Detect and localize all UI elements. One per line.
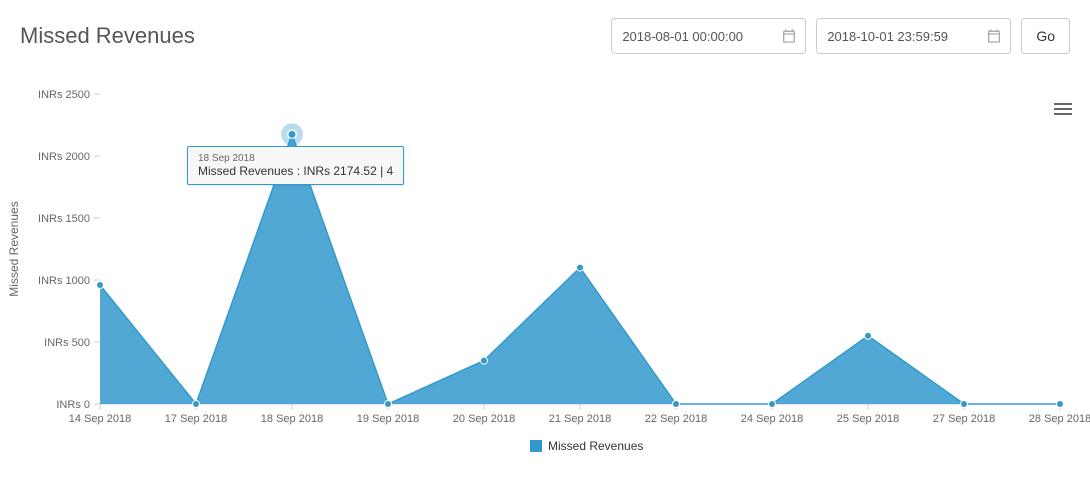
data-point[interactable] [961, 401, 968, 408]
chart-tooltip: 18 Sep 2018 Missed Revenues : INRs 2174.… [187, 146, 404, 185]
date-to-value: 2018-10-01 23:59:59 [827, 29, 948, 44]
data-point[interactable] [385, 401, 392, 408]
date-from-value: 2018-08-01 00:00:00 [622, 29, 743, 44]
x-tick-label: 25 Sep 2018 [837, 413, 899, 425]
y-tick-label: INRs 1000 [38, 275, 90, 287]
x-tick-label: 24 Sep 2018 [741, 413, 803, 425]
tooltip-value: Missed Revenues : INRs 2174.52 | 4 [198, 164, 393, 178]
data-point[interactable] [673, 401, 680, 408]
calendar-icon [781, 28, 797, 44]
x-tick-label: 18 Sep 2018 [261, 413, 323, 425]
missed-revenues-chart: INRs 0 INRs 500 INRs 1000 INRs 1500 INRs 200… [0, 64, 1090, 464]
y-tick-label: INRs 2500 [38, 89, 90, 101]
chart-menu-icon[interactable] [1054, 100, 1072, 118]
tooltip-date: 18 Sep 2018 [198, 153, 393, 164]
calendar-icon [986, 28, 1002, 44]
y-tick-label: INRs 500 [44, 337, 90, 349]
x-tick-label: 17 Sep 2018 [165, 413, 227, 425]
legend-swatch [530, 440, 542, 452]
date-range-controls: 2018-08-01 00:00:00 2018-10-01 23:59:59 … [611, 18, 1070, 54]
y-tick-label: INRs 2000 [38, 151, 90, 163]
x-tick-label: 14 Sep 2018 [69, 413, 131, 425]
data-point[interactable] [769, 401, 776, 408]
date-to-input[interactable]: 2018-10-01 23:59:59 [816, 18, 1011, 54]
y-tick-label: INRs 1500 [38, 213, 90, 225]
y-tick-label: INRs 0 [56, 399, 90, 411]
data-point[interactable] [577, 264, 584, 271]
data-point[interactable] [97, 281, 104, 288]
x-tick-label: 27 Sep 2018 [933, 413, 995, 425]
go-button[interactable]: Go [1021, 18, 1070, 54]
page-title: Missed Revenues [20, 23, 195, 49]
legend-label: Missed Revenues [548, 439, 643, 453]
x-tick-label: 22 Sep 2018 [645, 413, 707, 425]
data-point[interactable] [865, 332, 872, 339]
data-point[interactable] [193, 401, 200, 408]
data-point[interactable] [481, 357, 488, 364]
y-axis-title: Missed Revenues [7, 201, 21, 296]
x-tick-label: 19 Sep 2018 [357, 413, 419, 425]
x-tick-label: 28 Sep 2018 [1029, 413, 1090, 425]
date-from-input[interactable]: 2018-08-01 00:00:00 [611, 18, 806, 54]
data-point[interactable] [1057, 401, 1064, 408]
highlight-point [288, 130, 296, 138]
x-tick-label: 21 Sep 2018 [549, 413, 611, 425]
x-tick-label: 20 Sep 2018 [453, 413, 515, 425]
